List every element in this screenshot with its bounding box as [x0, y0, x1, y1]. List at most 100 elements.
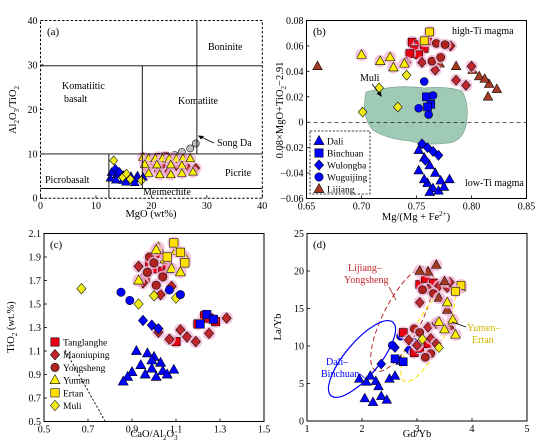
data-point: [439, 275, 450, 286]
data-point: [359, 392, 371, 403]
y-tick-label: 1.3: [29, 323, 42, 334]
region-picrobasalt: Picrobasalt: [45, 175, 90, 186]
data-point: [146, 319, 157, 331]
y-tick-label: 0: [299, 417, 304, 428]
y-tick-label: 5: [299, 379, 304, 390]
data-point: [375, 390, 387, 400]
data-point: [428, 91, 438, 100]
panel-a: (a) Boninite Komatiitic basalt Komatiite…: [8, 16, 267, 220]
data-point: [139, 368, 151, 379]
legend-label: Muli: [63, 402, 82, 412]
data-point: [423, 102, 432, 112]
data-point: [450, 60, 462, 70]
annotation-muli: Muli: [360, 73, 380, 84]
data-point: [166, 169, 176, 178]
x-tick-label: 20: [146, 201, 156, 212]
panel-c-ylabel: TiO2 (wt.%): [6, 301, 19, 353]
y-tick-label: 1.7: [29, 276, 42, 287]
panel-b-ylabel: 0.08×MgO+TiO2−2.91: [275, 62, 288, 159]
legend-label: Binchuan: [327, 150, 364, 160]
data-point: [186, 144, 195, 153]
data-point: [393, 101, 403, 113]
y-tick-label: 15: [294, 304, 304, 315]
data-point: [191, 139, 200, 148]
data-point: [438, 181, 450, 191]
data-point: [114, 167, 124, 177]
data-point: [105, 172, 116, 182]
x-tick-label: 30: [202, 201, 212, 212]
data-point: [175, 247, 185, 257]
legend-label: Lijiang: [327, 186, 355, 196]
legend-label: Wulongba: [327, 162, 367, 172]
data-point: [357, 106, 368, 118]
data-point: [122, 370, 134, 381]
legend-marker: [314, 159, 324, 171]
song-da-arrowhead: [198, 135, 204, 140]
data-point: [425, 27, 434, 37]
data-point: [447, 313, 459, 324]
x-tick-label: 2: [360, 424, 365, 435]
data-point: [374, 55, 386, 65]
data-point: [208, 314, 218, 324]
legend-marker: [314, 148, 324, 158]
y-tick-label: 0.5: [29, 417, 42, 428]
panel-b-xlabel: Mg/(Mg + Fe2+): [382, 210, 451, 223]
panel-c: Tanglanghe Maoniuping Yongsheng Yumen Ertan M…: [6, 229, 270, 442]
data-point: [166, 159, 176, 169]
data-point: [76, 283, 87, 295]
legend-marker: [50, 337, 60, 347]
dali-arrow: [359, 373, 367, 380]
panel-c-label: (c): [50, 239, 63, 251]
data-point: [483, 78, 495, 88]
data-point: [138, 314, 148, 327]
data-point: [420, 154, 431, 166]
data-point: [428, 146, 438, 157]
data-point: [389, 370, 401, 380]
data-point: [390, 354, 400, 364]
data-point: [424, 186, 435, 196]
y-tick-label: 25: [294, 229, 304, 240]
data-point: [401, 69, 412, 81]
y-tick-label: 0.02: [286, 92, 304, 103]
legend-marker: [313, 182, 325, 193]
data-point: [150, 243, 162, 254]
data-point: [133, 274, 145, 285]
region-picrite: Picrite: [225, 168, 252, 179]
data-point: [182, 331, 192, 343]
data-point: [168, 363, 180, 374]
y-tick-label: 0.04: [286, 67, 304, 78]
dali-field: [327, 320, 397, 398]
data-point: [414, 297, 425, 308]
data-point: [436, 53, 445, 62]
data-point: [414, 265, 426, 275]
muli-field: [364, 86, 468, 145]
data-point: [419, 77, 429, 86]
y-tick-label: 40: [28, 16, 38, 27]
legend-label: Ertan: [63, 389, 84, 399]
region-komatiitic-2: basalt: [64, 94, 88, 105]
y-tick-label: −0.06: [280, 194, 303, 205]
y-tick-label: 0.7: [29, 394, 42, 405]
data-point: [473, 70, 485, 81]
x-tick-label: 0: [38, 201, 43, 212]
x-tick-label: 0.7: [82, 425, 95, 436]
data-point: [398, 357, 408, 367]
legend-label: Wuguijing: [327, 174, 368, 184]
panel-b-label: (b): [313, 26, 326, 38]
data-point: [126, 366, 138, 376]
data-point: [195, 319, 205, 329]
y-tick-label: 0.9: [29, 370, 42, 381]
data-point: [417, 138, 427, 150]
x-tick-label: 5: [525, 424, 530, 435]
data-point: [361, 376, 372, 386]
data-point: [125, 295, 135, 305]
data-point: [149, 258, 159, 268]
data-point: [190, 335, 201, 348]
data-point: [150, 370, 162, 381]
x-tick-label: 10: [91, 201, 101, 212]
y-tick-label: 0.06: [286, 41, 304, 52]
annotation-lijiang-2: Yongsheng: [344, 275, 389, 286]
annotation-yumen-1: Yumen–: [467, 323, 501, 334]
data-point: [141, 347, 153, 358]
